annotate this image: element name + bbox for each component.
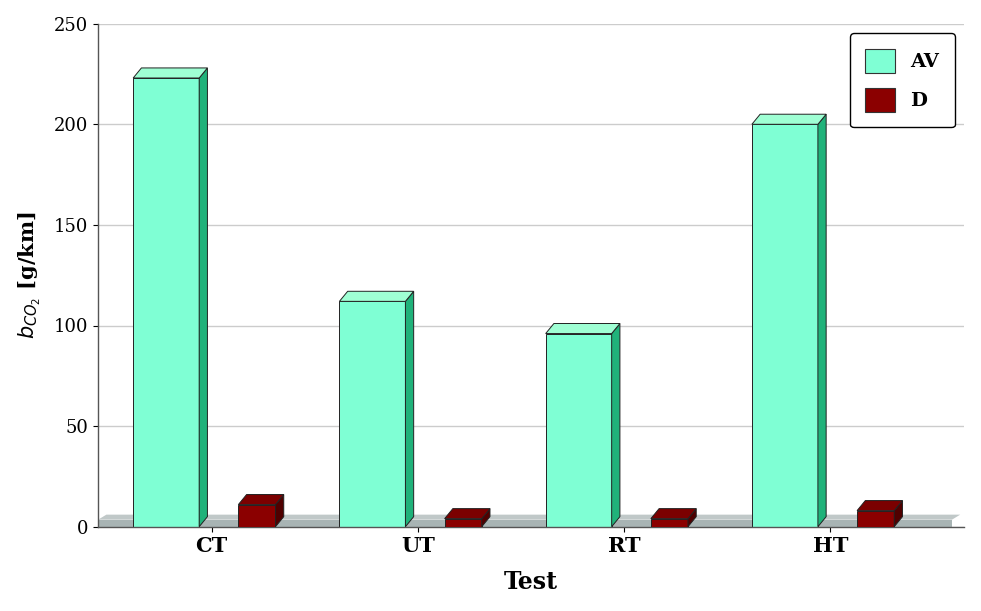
Y-axis label: $b_{CO_2}$ [g/km]: $b_{CO_2}$ [g/km] xyxy=(17,211,43,339)
Polygon shape xyxy=(444,519,482,527)
Polygon shape xyxy=(238,505,276,527)
Polygon shape xyxy=(895,500,903,527)
Polygon shape xyxy=(482,508,490,527)
Polygon shape xyxy=(545,334,612,527)
Polygon shape xyxy=(405,291,414,527)
Polygon shape xyxy=(751,114,826,124)
Polygon shape xyxy=(650,519,688,527)
Polygon shape xyxy=(339,291,414,301)
Polygon shape xyxy=(857,511,895,527)
Polygon shape xyxy=(339,301,405,527)
Polygon shape xyxy=(199,68,207,527)
Polygon shape xyxy=(98,520,952,529)
Polygon shape xyxy=(612,323,620,527)
Polygon shape xyxy=(650,508,697,519)
X-axis label: Test: Test xyxy=(504,570,558,595)
Polygon shape xyxy=(818,114,826,527)
Polygon shape xyxy=(98,514,960,520)
Polygon shape xyxy=(688,508,697,527)
Legend: AV, D: AV, D xyxy=(850,34,955,128)
Polygon shape xyxy=(276,494,284,527)
Polygon shape xyxy=(857,500,903,511)
Polygon shape xyxy=(238,494,284,505)
Polygon shape xyxy=(545,323,620,334)
Polygon shape xyxy=(444,508,490,519)
Polygon shape xyxy=(133,68,207,78)
Polygon shape xyxy=(133,78,199,527)
Polygon shape xyxy=(751,124,818,527)
